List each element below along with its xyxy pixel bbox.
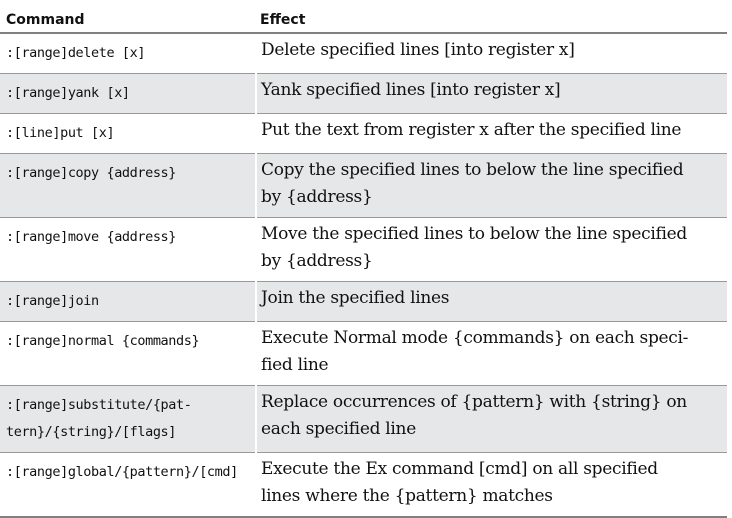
table-row: :[range]join Join the specified lines	[0, 281, 727, 322]
table-row: :[range]substitute/{pat-tern}/{string}/[…	[0, 385, 727, 453]
effect-cell: Move the specified lines to below the li…	[256, 217, 727, 282]
table-row: :[line]put [x] Put the text from registe…	[0, 113, 727, 154]
command-cell: :[range]global/{pattern}/[cmd]	[0, 452, 257, 518]
command-cell: :[range]yank [x]	[0, 73, 257, 114]
command-cell: :[range]move {address}	[0, 217, 257, 282]
command-cell: :[range]normal {commands}	[0, 321, 257, 386]
table-row: :[range]global/{pattern}/[cmd] Execute t…	[0, 452, 727, 518]
table-row: :[range]copy {address} Copy the specifie…	[0, 153, 727, 218]
table-header-row: Command Effect	[0, 8, 727, 34]
effect-cell: Join the specified lines	[256, 281, 727, 322]
command-cell: :[range]copy {address}	[0, 153, 257, 218]
effect-cell: Execute the Ex command [cmd] on all spec…	[256, 452, 727, 518]
table-row: :[range]move {address} Move the specifie…	[0, 217, 727, 282]
table-row: :[range]delete [x] Delete specified line…	[0, 33, 727, 74]
command-column-header: Command	[0, 8, 256, 34]
ex-commands-table: Command Effect :[range]delete [x] Delete…	[0, 8, 727, 518]
effect-column-header: Effect	[256, 8, 727, 34]
table-row: :[range]normal {commands} Execute Normal…	[0, 321, 727, 386]
command-cell: :[range]delete [x]	[0, 33, 257, 74]
table-row: :[range]yank [x] Yank specified lines [i…	[0, 73, 727, 114]
command-cell: :[range]substitute/{pat-tern}/{string}/[…	[0, 385, 257, 453]
command-cell: :[range]join	[0, 281, 257, 322]
effect-cell: Delete specified lines [into register x]	[256, 33, 727, 74]
effect-cell: Copy the specified lines to below the li…	[256, 153, 727, 218]
effect-cell: Replace occurrences of {pattern} with {s…	[256, 385, 727, 453]
effect-cell: Put the text from register x after the s…	[256, 113, 727, 154]
effect-cell: Yank specified lines [into register x]	[256, 73, 727, 114]
effect-cell: Execute Normal mode {commands} on each s…	[256, 321, 727, 386]
command-cell: :[line]put [x]	[0, 113, 257, 154]
